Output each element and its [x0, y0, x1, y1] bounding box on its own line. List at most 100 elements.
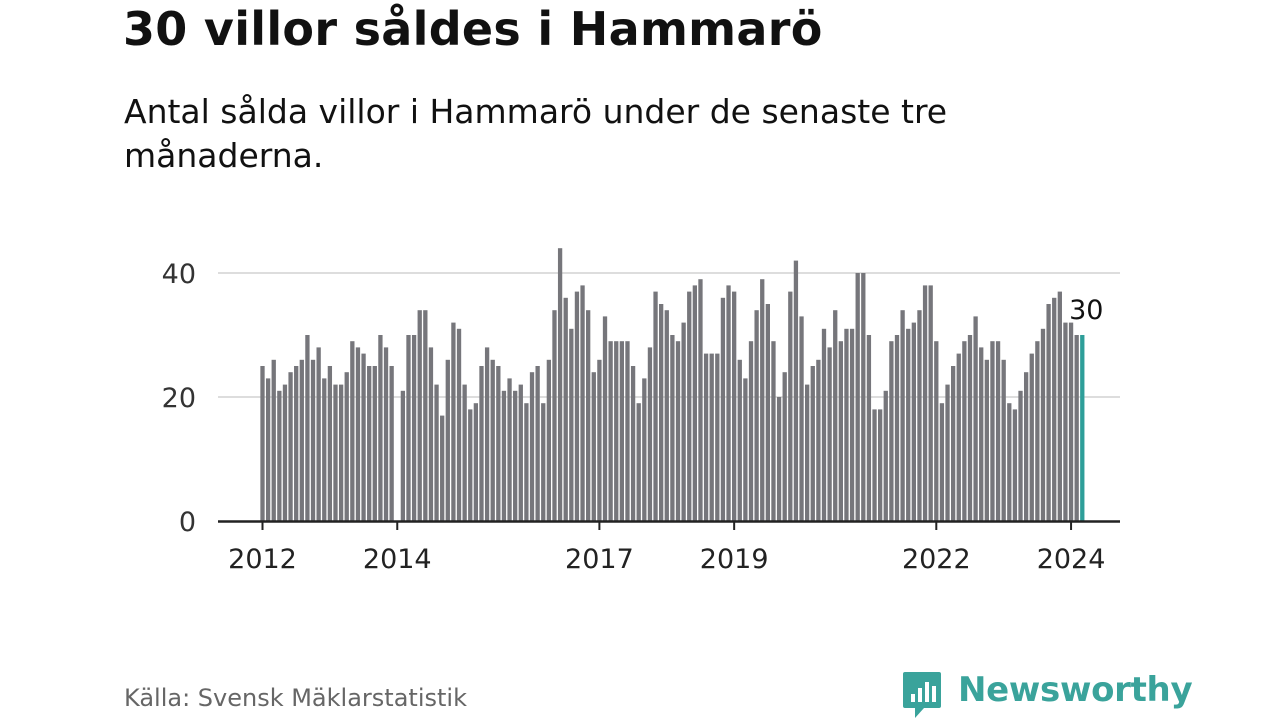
bar	[956, 353, 961, 521]
bar	[878, 409, 883, 521]
bar	[350, 341, 355, 521]
bar	[417, 310, 422, 521]
bar	[535, 366, 540, 521]
bar	[524, 403, 529, 521]
bar	[327, 366, 333, 521]
bar	[1052, 297, 1057, 521]
bar	[793, 260, 799, 521]
bar	[799, 316, 804, 521]
newsworthy-chart-icon	[903, 672, 941, 718]
bar	[316, 347, 321, 521]
bar-highlight	[1080, 335, 1085, 521]
bar	[821, 328, 827, 521]
bar	[434, 384, 439, 521]
bar	[939, 403, 945, 521]
bar	[372, 366, 377, 521]
bar	[445, 359, 450, 521]
bar	[586, 310, 591, 521]
bar	[765, 304, 770, 521]
bar	[513, 390, 518, 521]
bar	[849, 328, 855, 521]
bar	[355, 347, 361, 521]
bar	[816, 359, 821, 521]
bar	[653, 291, 658, 521]
bar	[1029, 353, 1034, 521]
y-tick-label: 0	[179, 507, 196, 538]
bar	[451, 322, 456, 521]
bar	[1018, 390, 1023, 521]
bar	[889, 341, 894, 521]
bar	[423, 310, 428, 521]
bar	[928, 285, 933, 521]
bar	[260, 366, 265, 521]
bar	[546, 359, 552, 521]
bar	[945, 384, 950, 521]
bar	[1001, 359, 1006, 521]
bar	[805, 384, 810, 521]
bar	[563, 297, 568, 521]
bar-chart: 0 20 40 2012 2014 2017 2019 2022 2024 30	[162, 248, 1120, 575]
bar	[659, 304, 664, 521]
bar	[389, 366, 394, 521]
bar	[967, 335, 973, 521]
bar	[810, 366, 815, 521]
bar	[322, 378, 327, 521]
bar	[411, 335, 417, 521]
bar	[625, 341, 630, 521]
bar	[608, 341, 613, 521]
highlight-value-label: 30	[1069, 295, 1103, 326]
bar	[333, 384, 338, 521]
bar	[591, 372, 596, 521]
bar	[619, 341, 625, 521]
bar	[760, 279, 765, 521]
bar	[383, 347, 389, 521]
bar	[687, 291, 692, 521]
bar	[484, 347, 490, 521]
bar	[580, 285, 585, 521]
bar	[1068, 322, 1074, 521]
axis-labels: 0 20 40 2012 2014 2017 2019 2022 2024 30	[162, 259, 1106, 575]
bar	[934, 341, 939, 521]
bar	[827, 347, 832, 521]
bar	[440, 415, 445, 521]
bar	[636, 403, 641, 521]
bar	[1035, 341, 1040, 521]
bar	[574, 291, 580, 521]
bar	[1007, 403, 1012, 521]
bar	[922, 285, 928, 521]
bar	[748, 341, 754, 521]
bar	[670, 335, 675, 521]
bar	[664, 310, 669, 521]
bar	[1012, 409, 1018, 521]
bar	[703, 353, 709, 521]
bar	[310, 359, 316, 521]
bar	[400, 390, 406, 521]
bar	[406, 335, 411, 521]
bar	[642, 378, 647, 521]
bar	[602, 316, 608, 521]
bar	[614, 341, 619, 521]
bar	[950, 366, 956, 521]
x-axis	[218, 520, 1120, 530]
x-tick-label: 2022	[902, 544, 971, 575]
bar	[462, 384, 467, 521]
bar	[872, 409, 877, 521]
bar	[1023, 372, 1029, 521]
bar	[990, 341, 995, 521]
bar	[428, 347, 434, 521]
x-tick-label: 2024	[1037, 544, 1106, 575]
bar	[698, 279, 703, 521]
bars	[260, 248, 1085, 521]
bar	[456, 328, 462, 521]
bar	[294, 366, 299, 521]
bar	[338, 384, 344, 521]
bar	[265, 378, 271, 521]
x-tick-label: 2014	[363, 544, 432, 575]
bar	[984, 359, 989, 521]
bar	[507, 378, 512, 521]
bar	[361, 353, 366, 521]
bar	[776, 397, 782, 521]
bar	[771, 341, 776, 521]
bar	[833, 310, 838, 521]
source-note: Källa: Svensk Mäklarstatistik	[124, 684, 467, 712]
